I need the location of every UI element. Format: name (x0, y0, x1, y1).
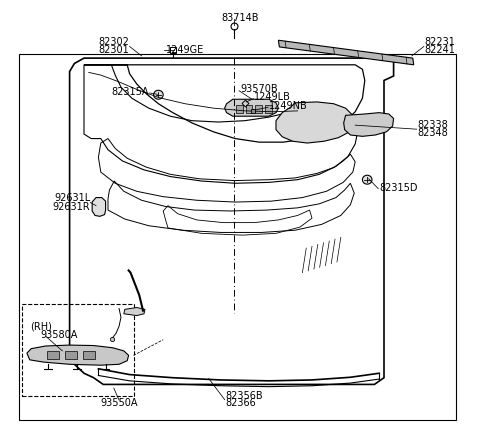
Polygon shape (225, 99, 278, 116)
Text: 82231: 82231 (425, 38, 456, 47)
Bar (265, 105, 272, 113)
Text: 82241: 82241 (425, 45, 456, 55)
Text: 82302: 82302 (99, 38, 130, 47)
Text: 93580A: 93580A (41, 330, 78, 340)
Text: 92631L: 92631L (54, 194, 90, 203)
Bar (22, 304, 134, 396)
Circle shape (362, 175, 372, 184)
Text: 82356B: 82356B (226, 391, 263, 401)
Text: 1249NB: 1249NB (269, 101, 308, 111)
Polygon shape (124, 308, 145, 316)
Text: 82366: 82366 (226, 398, 256, 408)
Polygon shape (276, 102, 354, 143)
Bar (255, 105, 262, 113)
Text: 93550A: 93550A (100, 398, 138, 408)
Text: 92631R: 92631R (53, 202, 90, 211)
Bar (65, 351, 77, 359)
Text: 82338: 82338 (418, 120, 448, 130)
Bar (19, 54, 456, 420)
Text: 1249GE: 1249GE (166, 45, 204, 55)
Text: 82315A: 82315A (111, 87, 149, 97)
Polygon shape (92, 198, 106, 216)
Bar (246, 105, 252, 113)
Bar (83, 351, 95, 359)
Polygon shape (27, 345, 129, 365)
Text: (RH): (RH) (30, 321, 52, 331)
Text: 83714B: 83714B (221, 13, 259, 23)
Text: 1249LB: 1249LB (254, 93, 291, 102)
Text: 82348: 82348 (418, 128, 448, 138)
Circle shape (154, 90, 163, 99)
Text: 93570B: 93570B (240, 84, 277, 94)
Text: 82301: 82301 (99, 45, 130, 55)
Polygon shape (344, 113, 394, 136)
Text: 82315D: 82315D (379, 183, 418, 193)
Polygon shape (278, 40, 414, 65)
Bar (236, 105, 243, 113)
Bar (47, 351, 59, 359)
